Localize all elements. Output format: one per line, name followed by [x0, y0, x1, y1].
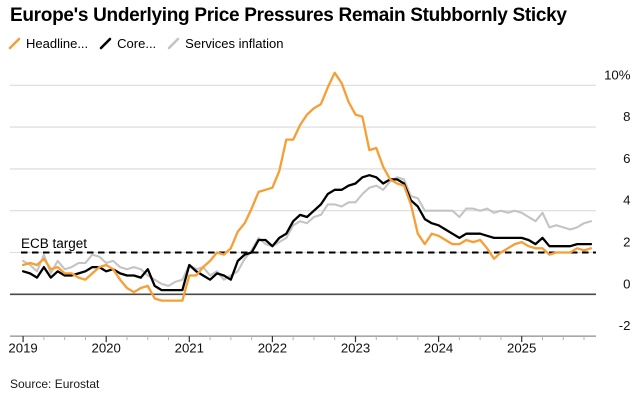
- x-axis-label: 2022: [258, 341, 287, 356]
- legend-item-services: Services inflation: [167, 36, 283, 51]
- y-axis-label: 6: [623, 151, 630, 166]
- y-axis-label: -2: [619, 318, 631, 333]
- y-axis-label: 10%: [604, 67, 631, 82]
- series-line-1: [21, 174, 593, 292]
- x-axis-label: 2023: [341, 341, 370, 356]
- chart-canvas: 2019 2020 2021 2022 2023 2024 2025 10% 8 6 4 2 0 -2 EC…: [8, 67, 631, 356]
- headline-line-swatch-icon: [8, 37, 21, 50]
- y-axis-label: 4: [623, 193, 630, 208]
- y-axis-label: 0: [623, 276, 630, 291]
- x-axis-label: 2019: [8, 341, 37, 356]
- legend-item-headline: Headline...: [8, 36, 88, 51]
- legend: Headline... Core... Services inflation: [8, 36, 283, 51]
- y-axis-label: 8: [623, 109, 630, 124]
- x-axis-label: 2025: [507, 341, 536, 356]
- legend-label-services: Services inflation: [185, 36, 284, 51]
- x-axis-label: 2020: [92, 341, 121, 356]
- legend-label-core: Core...: [117, 36, 157, 51]
- series-line-2: [22, 176, 593, 287]
- core-line-swatch-icon: [99, 37, 112, 50]
- legend-label-headline: Headline...: [26, 36, 89, 51]
- chart-title: Europe's Underlying Price Pressures Rema…: [10, 5, 567, 26]
- source-note: Source: Eurostat: [10, 377, 100, 391]
- legend-item-core: Core...: [99, 36, 156, 51]
- series-line-0: [21, 71, 593, 302]
- services-line-swatch-icon: [167, 37, 180, 50]
- x-axis-label: 2021: [175, 341, 204, 356]
- y-axis-label: 2: [623, 235, 630, 250]
- ecb-target-label: ECB target: [21, 236, 87, 251]
- x-axis-label: 2024: [424, 341, 453, 356]
